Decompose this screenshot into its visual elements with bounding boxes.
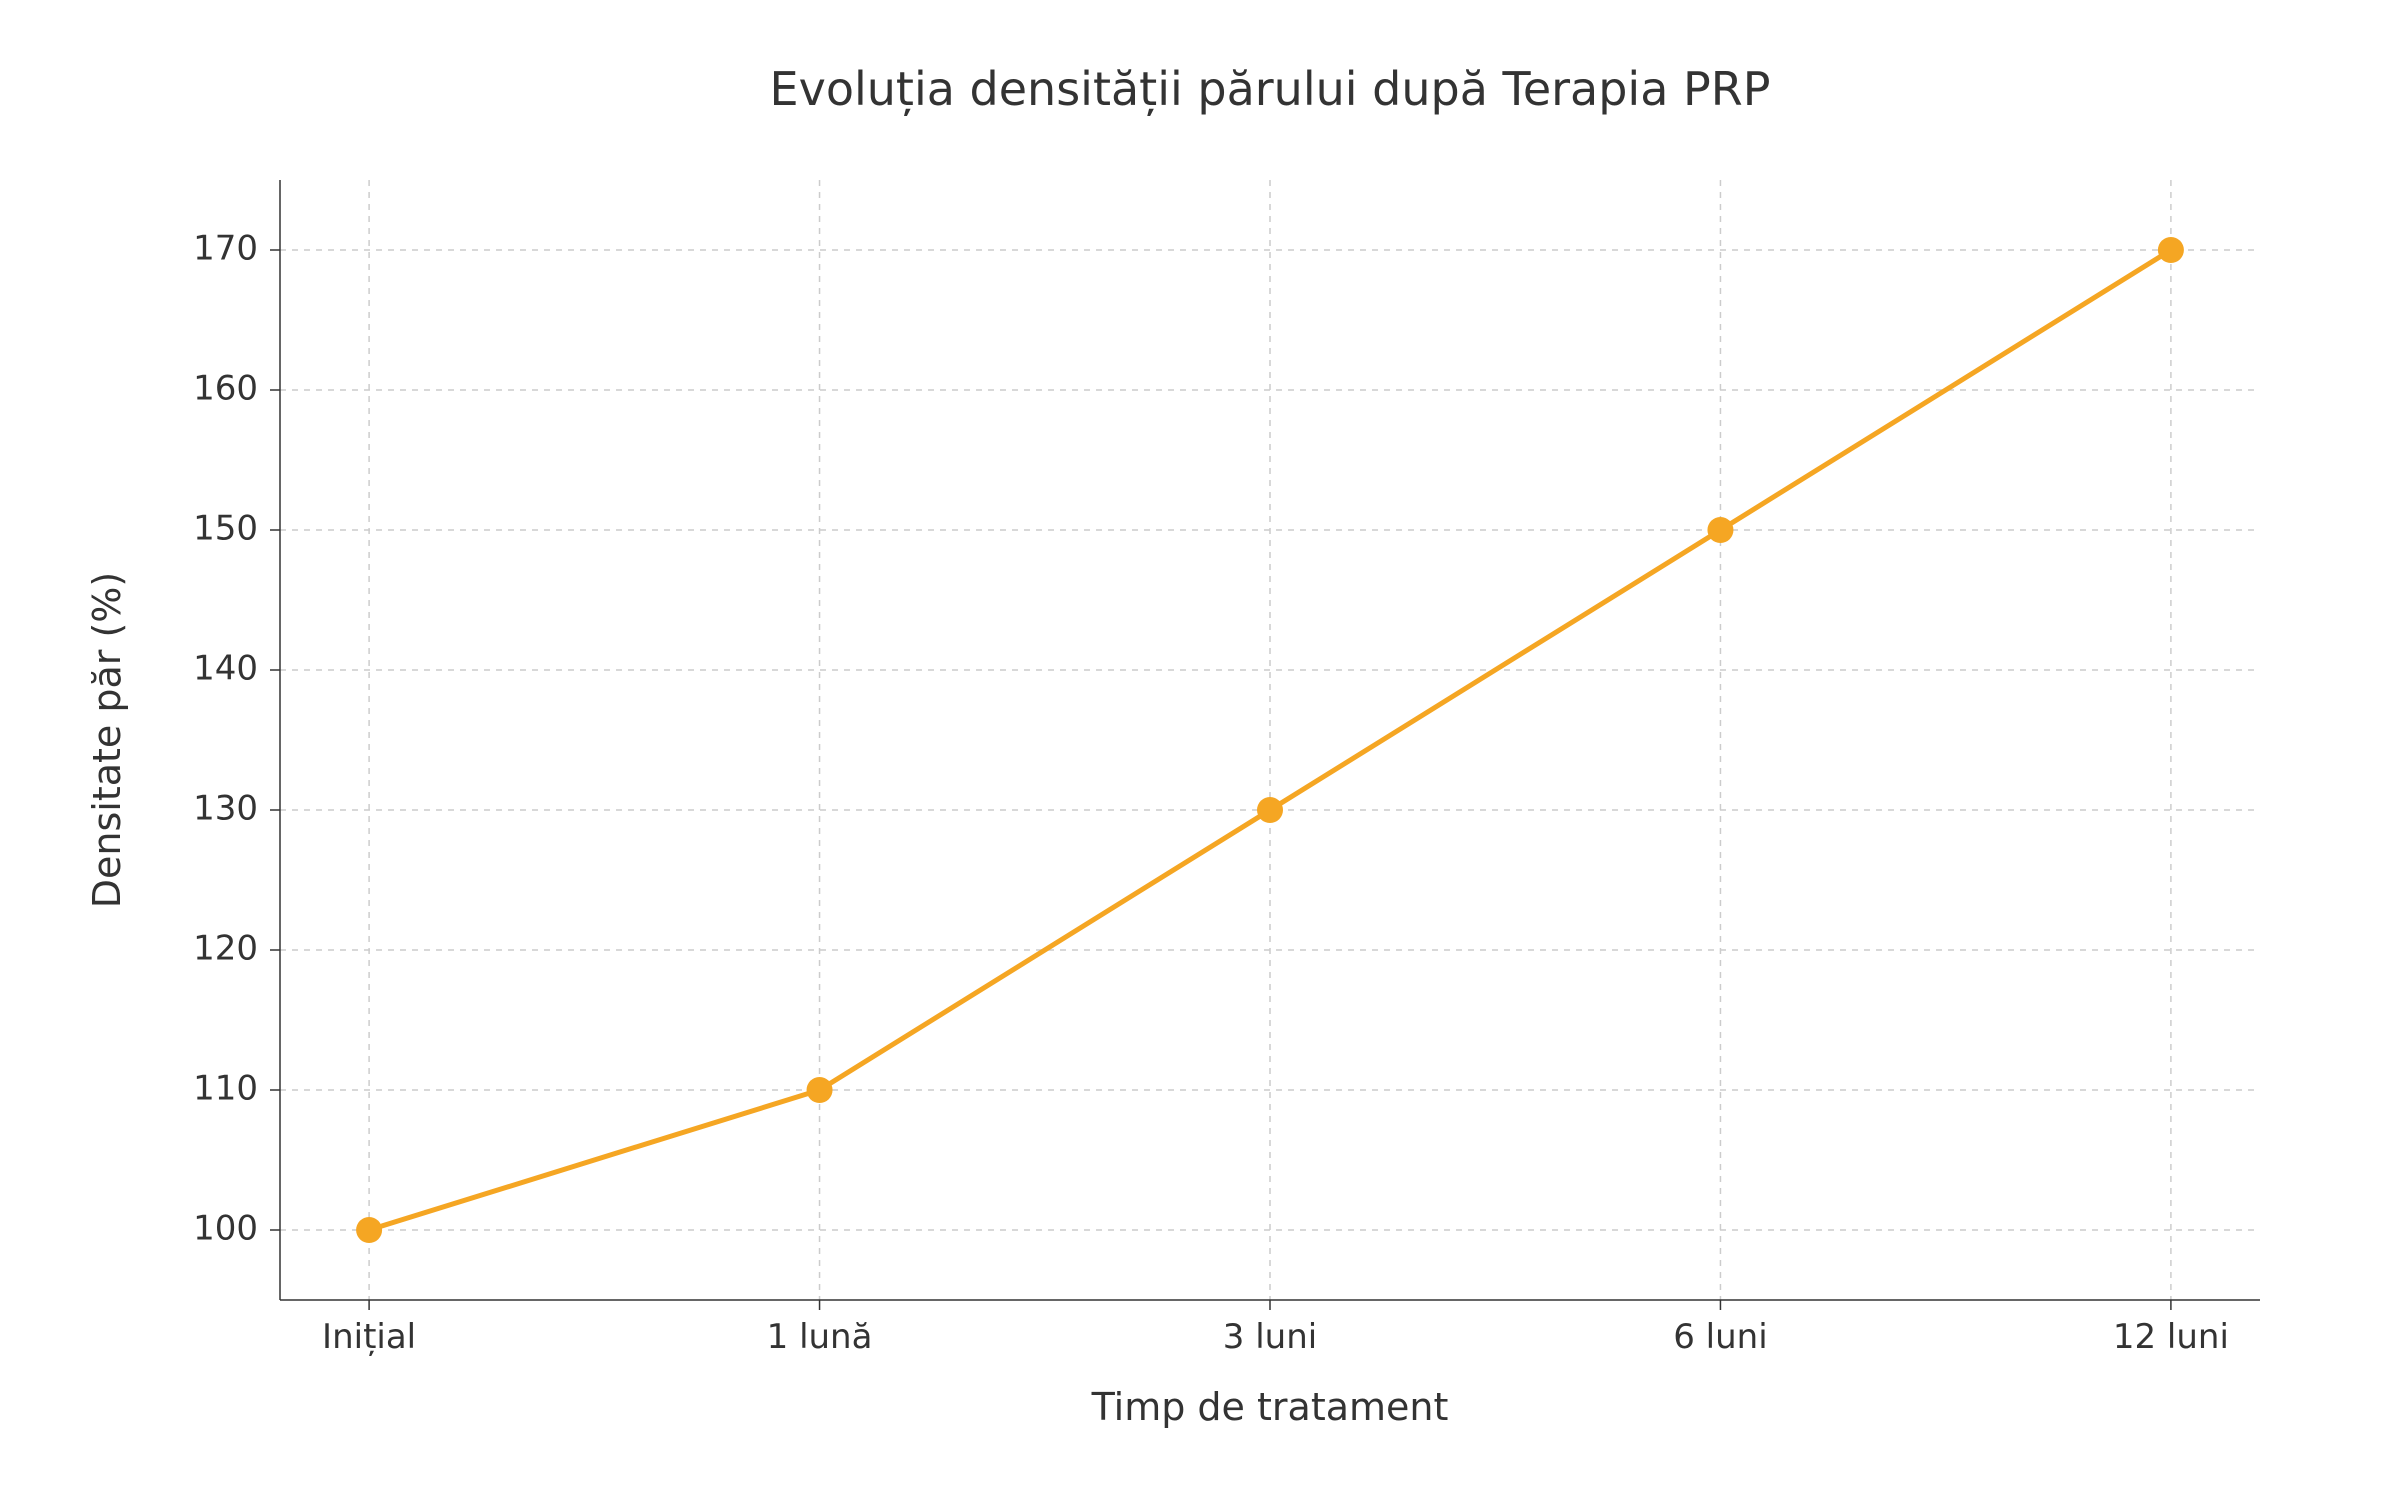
xtick-label: 6 luni (1673, 1317, 1767, 1357)
data-marker (1707, 517, 1733, 543)
ytick-label: 170 (193, 229, 258, 269)
x-axis-label: Timp de tratament (1091, 1385, 1449, 1429)
y-axis-label: Densitate păr (%) (85, 572, 129, 909)
ytick-label: 130 (193, 789, 258, 829)
chart-container: 100 110 120 130 140 150 160 170 Inițial 1 lună 3 l… (0, 0, 2400, 1500)
data-marker (2158, 237, 2184, 263)
data-marker (1257, 797, 1283, 823)
data-marker (356, 1217, 382, 1243)
ytick-label: 160 (193, 369, 258, 409)
ytick-label: 140 (193, 649, 258, 689)
chart-title: Evoluția densității părului după Terapia… (770, 62, 1771, 117)
ytick-label: 100 (193, 1209, 258, 1249)
line-chart: 100 110 120 130 140 150 160 170 Inițial 1 lună 3 l… (0, 0, 2400, 1500)
xtick-label: 1 lună (767, 1317, 873, 1357)
ytick-label: 150 (193, 509, 258, 549)
xtick-label: 12 luni (2113, 1317, 2229, 1357)
xtick-label: Inițial (322, 1317, 416, 1357)
xtick-label: 3 luni (1223, 1317, 1317, 1357)
ytick-label: 120 (193, 929, 258, 969)
data-marker (807, 1077, 833, 1103)
ytick-label: 110 (193, 1069, 258, 1109)
